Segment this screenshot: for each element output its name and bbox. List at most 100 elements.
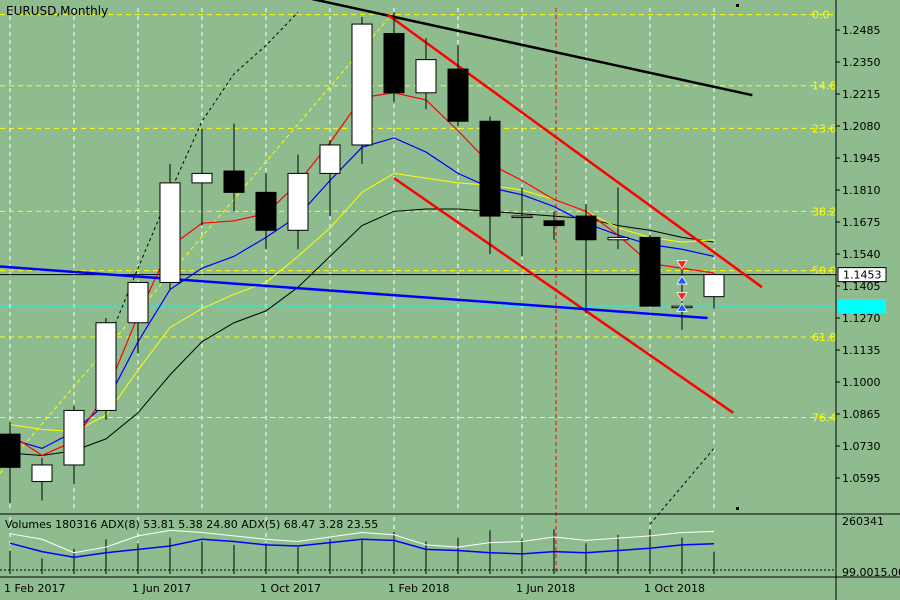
current-price-tag [837, 267, 887, 283]
indicator-label: Volumes 180316 ADX(8) 53.81 5.38 24.80 A… [5, 518, 378, 531]
candle [191, 128, 213, 226]
bollinger-upper [105, 11, 299, 347]
candle-body [447, 68, 469, 122]
x-tick-label: 1 Oct 2018 [644, 582, 705, 595]
candle [639, 235, 661, 307]
resistance-line [310, 0, 753, 97]
bollinger-lower [649, 448, 715, 525]
candle-body [191, 172, 213, 184]
price-tick-label: 1.0595 [842, 472, 881, 485]
candle-body [127, 281, 149, 324]
fib-label: 61.8 [812, 331, 837, 344]
x-tick-label: 1 Jun 2018 [516, 582, 575, 595]
candle-body [415, 59, 437, 94]
candle-body [287, 172, 309, 231]
price-tick-label: 1.1000 [842, 376, 881, 389]
candle-body [159, 182, 181, 283]
price-tick-label: 1.2485 [842, 24, 881, 37]
candle [159, 163, 181, 290]
candles [0, 12, 725, 503]
signal-marker-up [676, 302, 688, 312]
indicator-panel [0, 529, 836, 574]
candle-body [255, 191, 277, 231]
indicator-top-label: 260341 [842, 515, 884, 528]
x-tick-label: 1 Feb 2018 [388, 582, 449, 595]
x-tick-label: 1 Feb 2017 [4, 582, 65, 595]
candle [383, 12, 405, 103]
ma-mid [9, 172, 715, 433]
corner-marker [736, 4, 739, 7]
trend-lines [0, 0, 763, 414]
candle-body [223, 170, 245, 193]
bollinger-bands [0, 11, 715, 525]
candle [575, 204, 597, 314]
price-tick-label: 1.1135 [842, 344, 881, 357]
signal-marker-down [676, 260, 688, 270]
candle [479, 116, 501, 254]
price-tags: 1.1453 [837, 267, 887, 314]
candle [607, 187, 629, 250]
x-tick-label: 1 Jun 2017 [132, 582, 191, 595]
candle-body [575, 215, 597, 241]
candle-body [383, 33, 405, 94]
price-tick-label: 1.2350 [842, 56, 881, 69]
candle-body [543, 220, 565, 227]
yellow-diagonal [0, 19, 388, 474]
signal-marker-up [676, 275, 688, 285]
support-line [0, 265, 708, 320]
candle-body [31, 464, 53, 483]
price-tick-label: 1.0865 [842, 408, 881, 421]
price-tick-label: 1.1675 [842, 216, 881, 229]
candle-body [351, 23, 373, 146]
price-tick-label: 1.1405 [842, 280, 881, 293]
signal-markers [676, 260, 688, 312]
corner-marker [736, 507, 739, 510]
candle-body [479, 120, 501, 217]
candle [287, 154, 309, 250]
price-tick-label: 1.1945 [842, 152, 881, 165]
candle [0, 422, 21, 503]
price-tick-label: 1.1540 [842, 248, 881, 261]
candle [351, 16, 373, 164]
candle [543, 211, 565, 240]
candle [703, 272, 725, 309]
fib-label: 23.6 [812, 122, 837, 135]
current-price-label: 1.1453 [843, 269, 882, 282]
adx-blue [9, 538, 715, 558]
signal-marker-down [676, 292, 688, 302]
fib-label: 38.2 [812, 205, 837, 218]
candle [255, 173, 277, 250]
candle [127, 281, 149, 354]
channel-lower-line [393, 177, 734, 414]
candle-body [639, 236, 661, 307]
candle-body [63, 409, 85, 466]
price-tick-label: 1.2215 [842, 88, 881, 101]
candle-body [319, 144, 341, 174]
candle-body [95, 322, 117, 411]
fib-label: 0.0 [812, 9, 830, 22]
candle [223, 123, 245, 212]
adx-white [9, 529, 715, 554]
candle [319, 140, 341, 217]
candle-body [703, 274, 725, 298]
fib-label: 50.0 [812, 265, 837, 278]
candle [31, 457, 53, 501]
candle [511, 187, 533, 257]
candle-body [511, 215, 533, 219]
channel-upper-line [386, 13, 763, 289]
price-tick-label: 1.1270 [842, 312, 881, 325]
chart-title: EURUSD,Monthly [6, 4, 108, 18]
marker-price-tag [838, 299, 886, 314]
candle [95, 318, 117, 420]
indicator-bottom-label: 99.0015.00 [842, 566, 900, 579]
candle [63, 405, 85, 484]
fib-label: 14.6 [812, 80, 837, 93]
candle [447, 45, 469, 126]
candle [415, 38, 437, 110]
fib-label: 76.4 [812, 412, 837, 425]
price-tick-label: 1.2080 [842, 120, 881, 133]
candle-body [607, 236, 629, 241]
price-tick-label: 1.0730 [842, 440, 881, 453]
